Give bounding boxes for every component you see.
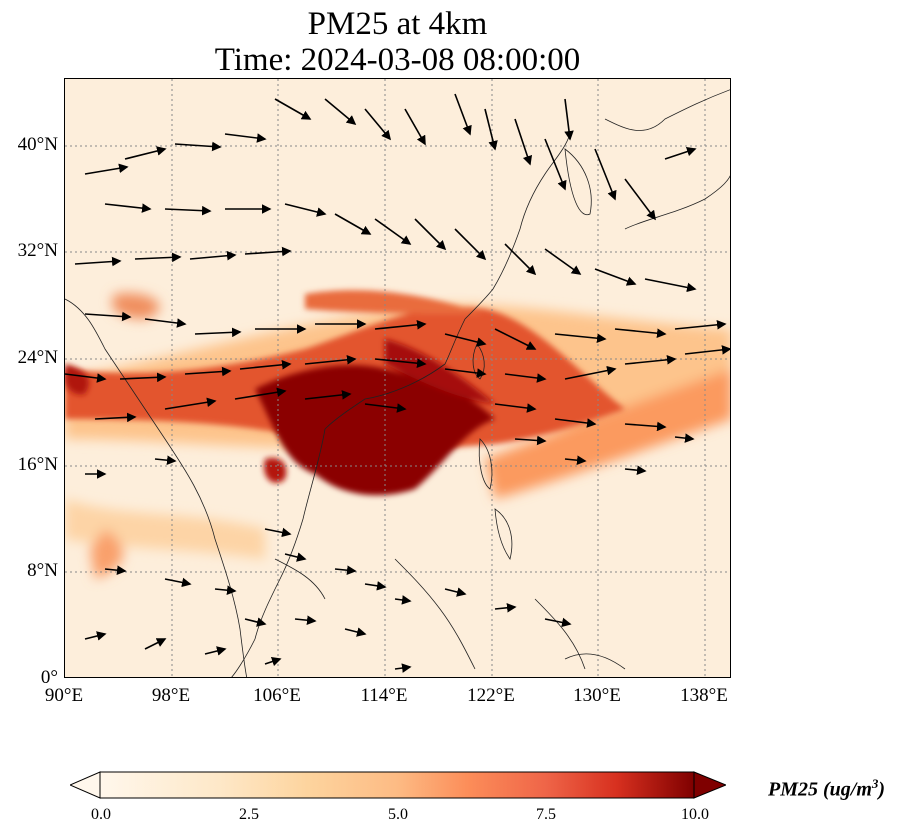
colorbar-label-text: PM25 (ug/m bbox=[768, 778, 872, 801]
gridlines bbox=[65, 79, 730, 677]
colorbar-tick-7-5: 7.5 bbox=[536, 806, 556, 823]
lon-tick-122: 122°E bbox=[467, 685, 515, 706]
colorbar-label-sup: 3 bbox=[871, 776, 879, 791]
colorbar-label-close: ) bbox=[878, 778, 886, 801]
colorbar-tick-0: 0.0 bbox=[91, 806, 111, 823]
lat-tick-16: 16°N bbox=[17, 454, 58, 475]
colorbar-gradient bbox=[68, 771, 728, 799]
map-title-line2: Time: 2024-03-08 08:00:00 bbox=[214, 42, 581, 78]
colorbar-tick-5: 5.0 bbox=[388, 806, 408, 823]
map-title-line1: PM25 at 4km bbox=[307, 6, 488, 42]
colorbar-tick-2-5: 2.5 bbox=[239, 806, 259, 823]
colorbar-tick-10: 10.0 bbox=[681, 806, 709, 823]
lat-tick-32: 32°N bbox=[17, 240, 58, 261]
lat-tick-0: 0° bbox=[40, 667, 58, 688]
lon-tick-130: 130°E bbox=[573, 685, 621, 706]
colorbar-label: PM25 (ug/m3) bbox=[768, 776, 885, 802]
coastlines bbox=[65, 89, 730, 677]
pm25-map bbox=[64, 78, 731, 678]
lon-tick-98: 98°E bbox=[151, 685, 191, 706]
lon-tick-138: 138°E bbox=[680, 685, 728, 706]
lon-tick-90: 90°E bbox=[44, 685, 84, 706]
wind-vectors bbox=[65, 93, 730, 673]
lon-tick-114: 114°E bbox=[360, 685, 408, 706]
map-canvas bbox=[65, 79, 730, 677]
lat-tick-24: 24°N bbox=[17, 347, 58, 368]
lat-tick-40: 40°N bbox=[17, 134, 58, 155]
lon-tick-106: 106°E bbox=[253, 685, 301, 706]
lat-tick-8: 8°N bbox=[27, 560, 58, 581]
colorbar bbox=[68, 770, 728, 800]
